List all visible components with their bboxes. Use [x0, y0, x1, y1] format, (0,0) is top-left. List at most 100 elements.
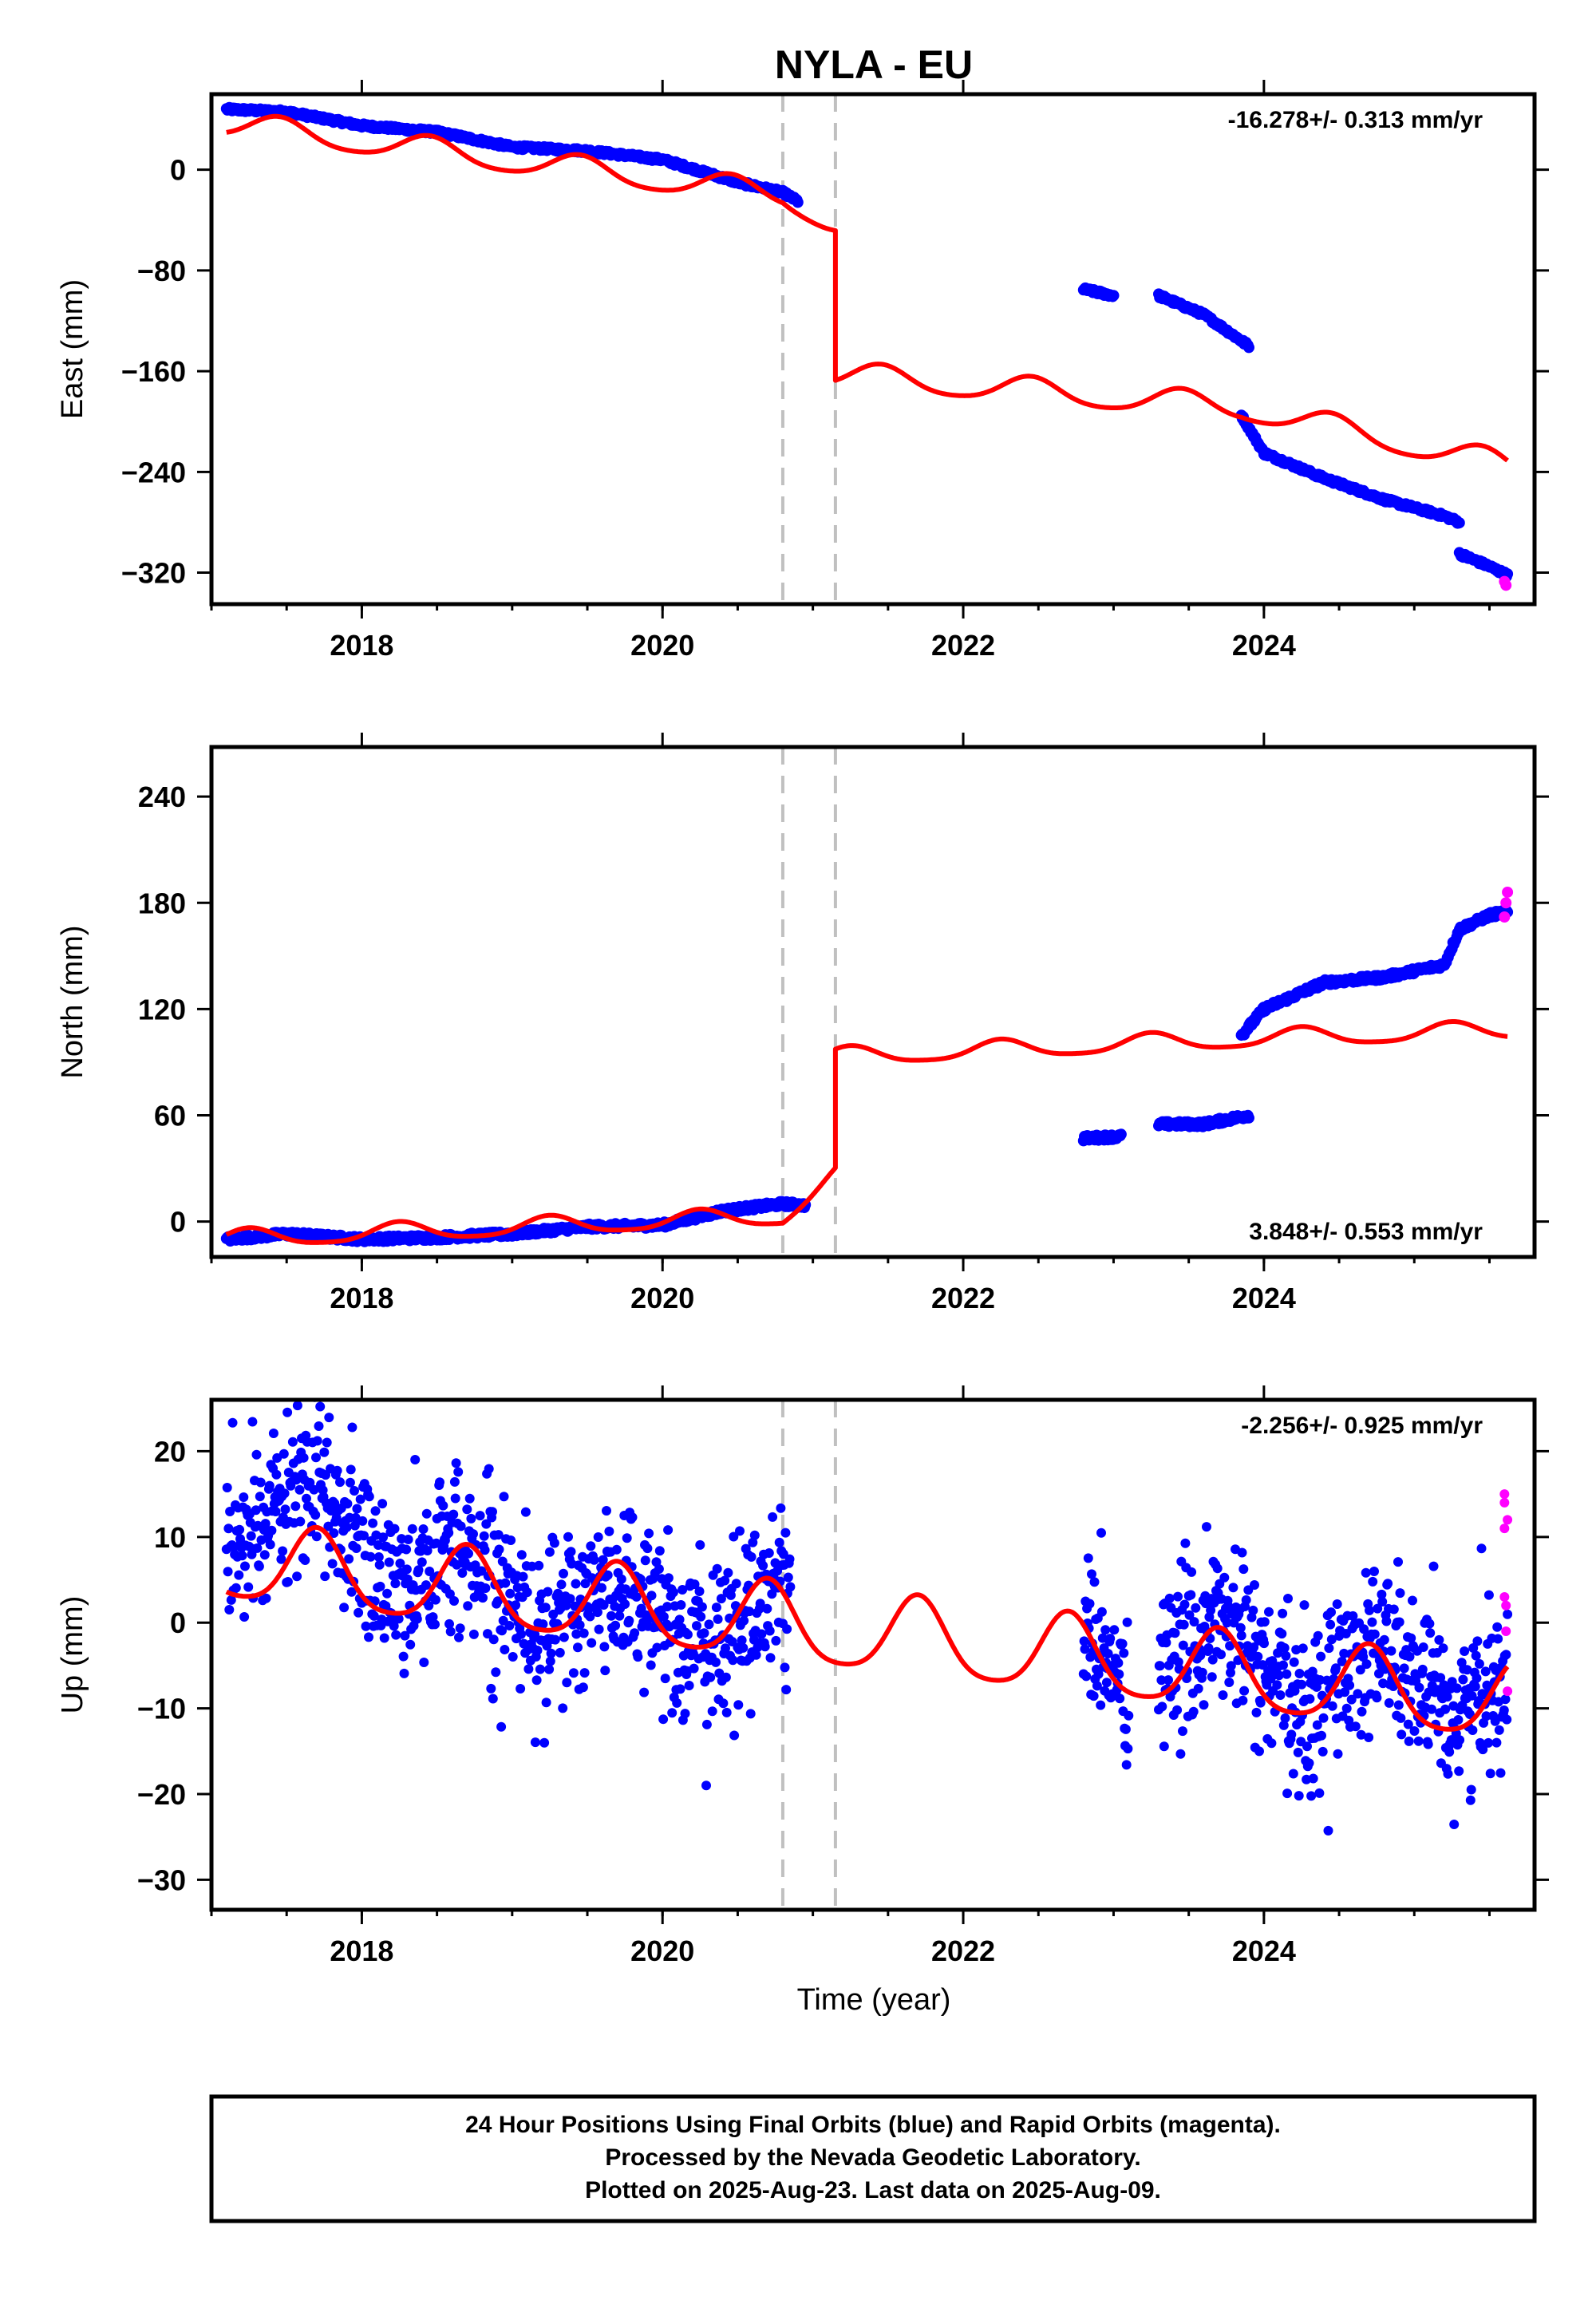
up-point — [1251, 1707, 1262, 1717]
up-point — [300, 1555, 310, 1565]
up-point — [1394, 1617, 1404, 1627]
up-point — [445, 1626, 456, 1637]
up-point — [400, 1630, 410, 1641]
up-point — [290, 1501, 301, 1512]
up-point — [373, 1552, 384, 1562]
up-point — [544, 1664, 555, 1674]
up-point — [1114, 1669, 1124, 1679]
up-point — [292, 1571, 302, 1582]
up-point — [745, 1709, 756, 1719]
up-point — [311, 1452, 321, 1463]
north-x-tick-label: 2018 — [330, 1282, 393, 1314]
up-point — [1404, 1651, 1415, 1662]
up-point — [1425, 1628, 1436, 1638]
up-point — [1315, 1675, 1325, 1685]
east-x-tick-label: 2020 — [630, 629, 694, 662]
up-point — [676, 1600, 686, 1610]
up-point — [453, 1467, 464, 1477]
up-point — [640, 1555, 650, 1566]
up-point — [1327, 1701, 1337, 1711]
up-point — [389, 1524, 400, 1534]
up-point — [421, 1580, 431, 1591]
up-point — [1156, 1675, 1167, 1686]
up-point — [430, 1619, 440, 1630]
up-point — [1447, 1677, 1457, 1687]
up-point — [1159, 1741, 1169, 1752]
up-point — [319, 1447, 330, 1457]
up-point — [403, 1535, 413, 1544]
up-point — [1277, 1629, 1287, 1639]
up-point — [361, 1621, 371, 1631]
up-point — [1404, 1736, 1414, 1746]
up-point — [718, 1698, 729, 1709]
up-point — [1180, 1538, 1191, 1548]
up-point — [768, 1512, 778, 1522]
up-point — [594, 1624, 604, 1634]
up-point — [535, 1664, 545, 1674]
up-point — [1357, 1706, 1367, 1717]
up-point — [1157, 1701, 1167, 1712]
up-point — [438, 1500, 448, 1511]
up-point — [543, 1587, 553, 1597]
up-point — [580, 1579, 591, 1589]
up-point — [1409, 1726, 1420, 1736]
up-point — [335, 1477, 345, 1488]
up-point — [235, 1524, 245, 1535]
up-point — [774, 1537, 784, 1547]
up-point — [751, 1650, 761, 1660]
up-point — [511, 1600, 521, 1611]
up-point — [1345, 1680, 1355, 1690]
up-point — [330, 1498, 340, 1508]
up-point — [1253, 1651, 1263, 1662]
up-point — [311, 1531, 322, 1542]
north-y-tick-label: 180 — [138, 887, 186, 919]
up-point — [339, 1603, 350, 1613]
north-model-curve — [225, 1019, 1509, 1245]
up-point — [1339, 1648, 1349, 1658]
up-point — [1312, 1720, 1322, 1730]
up-point — [1264, 1607, 1274, 1617]
east-y-tick-label: 0 — [170, 154, 186, 187]
up-point — [1089, 1577, 1100, 1587]
up-point — [1495, 1768, 1506, 1778]
up-point — [652, 1642, 662, 1653]
up-point — [260, 1519, 271, 1529]
up-point — [745, 1607, 754, 1617]
up-point — [413, 1565, 424, 1575]
up-point — [468, 1529, 478, 1539]
up-point — [1122, 1617, 1132, 1627]
up-point — [431, 1538, 441, 1548]
up-point — [1423, 1739, 1433, 1749]
up-point — [1299, 1600, 1310, 1611]
up-point — [226, 1595, 236, 1605]
up-point — [1155, 1661, 1165, 1671]
up-point — [723, 1567, 733, 1578]
up-point — [674, 1614, 685, 1625]
up-point — [631, 1591, 642, 1602]
up-rapid-point — [1499, 1524, 1510, 1534]
up-point — [1222, 1618, 1232, 1628]
up-point — [639, 1687, 650, 1697]
east-model-curve — [225, 113, 1509, 463]
up-point — [499, 1492, 509, 1502]
east-y-tick-label: −80 — [137, 255, 186, 287]
north-rapid-point — [1499, 911, 1511, 923]
up-point — [457, 1568, 468, 1578]
up-point — [422, 1546, 433, 1555]
up-point — [755, 1599, 765, 1609]
up-point — [611, 1544, 622, 1555]
up-point — [571, 1579, 581, 1589]
up-point — [1406, 1633, 1416, 1643]
up-point — [682, 1630, 693, 1640]
up-point — [483, 1629, 492, 1639]
up-point — [314, 1421, 324, 1431]
up-point — [484, 1464, 494, 1474]
up-point — [658, 1611, 669, 1622]
up-point — [364, 1632, 373, 1642]
up-point — [636, 1603, 646, 1614]
up-point — [428, 1612, 438, 1622]
up-point — [448, 1509, 459, 1520]
up-point — [578, 1682, 588, 1693]
up-point — [689, 1579, 700, 1590]
